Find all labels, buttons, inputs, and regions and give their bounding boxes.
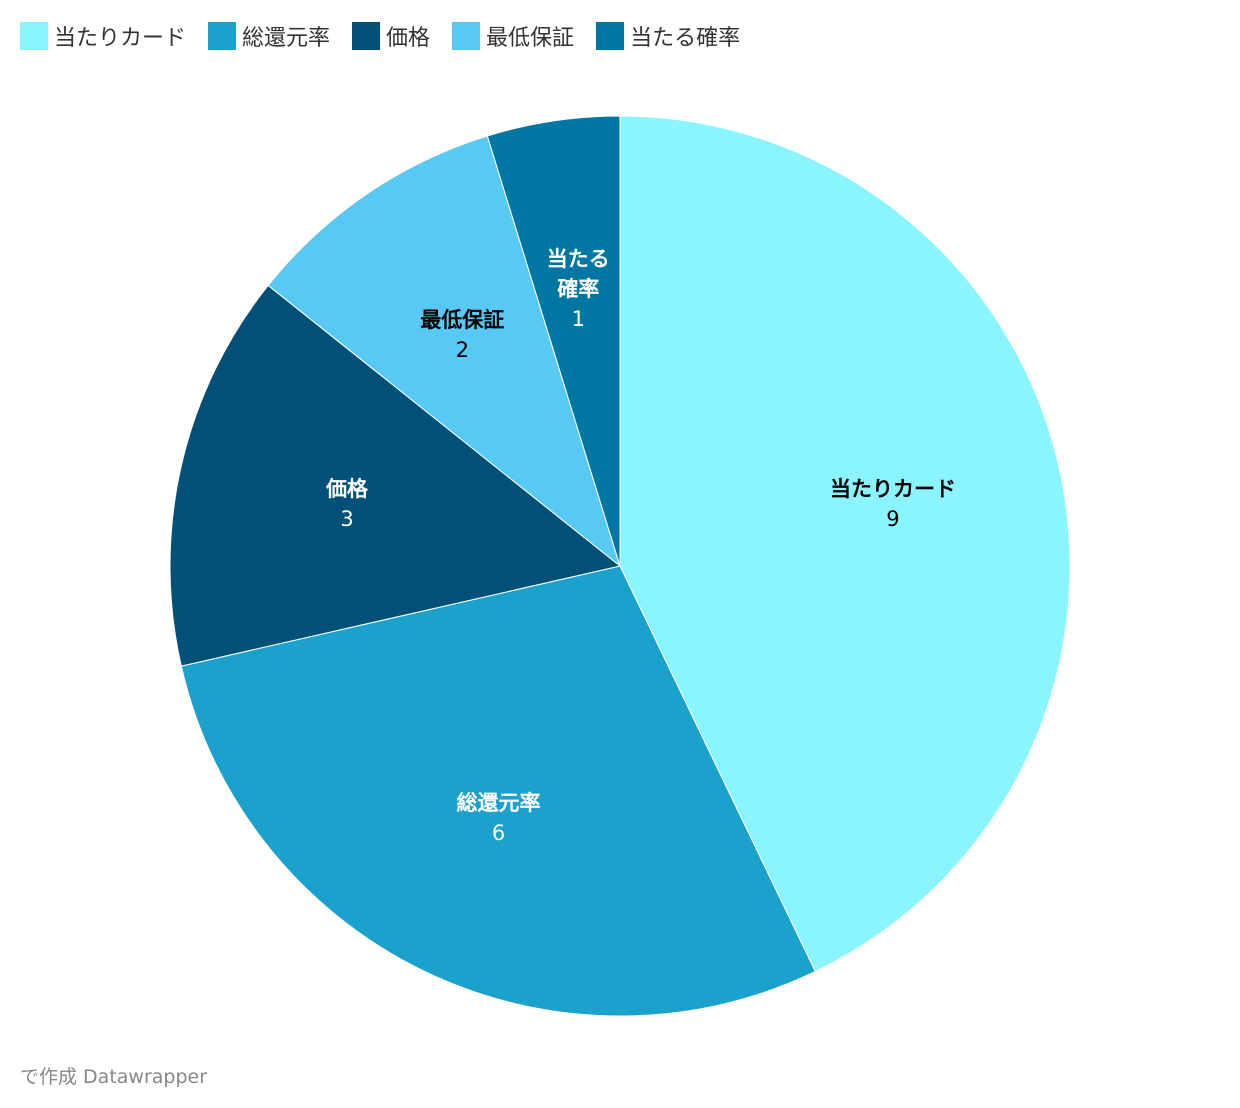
- slice-label: 当たりカード 9: [830, 474, 956, 534]
- slice-value: 1: [571, 307, 585, 332]
- slice-name: 当たる確率: [546, 247, 610, 302]
- pie-slice: [267, 135, 621, 568]
- legend-item: 価格: [352, 20, 430, 52]
- legend-item: 当たる確率: [596, 20, 740, 52]
- legend-label: 価格: [386, 26, 431, 51]
- legend-item: 当たりカード: [20, 20, 186, 52]
- slice-name: 総還元率: [456, 791, 541, 816]
- slice-name: 当たりカード: [829, 476, 956, 501]
- legend-swatch: [596, 22, 625, 50]
- slice-name: 最低保証: [420, 307, 505, 332]
- legend-label: 総還元率: [242, 26, 331, 51]
- legend-swatch: [452, 22, 481, 50]
- legend-label: 当たりカード: [54, 26, 187, 51]
- slice-label: 価格 3: [326, 474, 368, 534]
- legend-swatch: [208, 22, 237, 50]
- slice-name: 価格: [326, 476, 369, 501]
- pie-slice: [169, 284, 622, 667]
- legend-label: 当たる確率: [630, 26, 741, 51]
- legend-item: 最低保証: [452, 20, 574, 52]
- slice-label: 当たる確率 1: [537, 244, 620, 334]
- pie-slice: [486, 115, 621, 567]
- legend: 当たりカード 総還元率 価格 最低保証 当たる確率: [20, 20, 740, 52]
- slice-value: 2: [455, 337, 469, 362]
- legend-label: 最低保証: [486, 26, 575, 51]
- slice-value: 6: [491, 821, 506, 846]
- legend-item: 総還元率: [208, 20, 330, 52]
- legend-swatch: [20, 22, 48, 50]
- credit: で作成 Datawrapper: [20, 1066, 208, 1088]
- slice-label: 最低保証 2: [420, 305, 504, 365]
- legend-swatch: [352, 22, 381, 50]
- slice-value: 9: [886, 506, 900, 531]
- pie-slice: [619, 115, 1071, 973]
- pie-slice: [180, 565, 816, 1017]
- slice-value: 3: [340, 506, 354, 531]
- slice-label: 総還元率 6: [457, 788, 541, 848]
